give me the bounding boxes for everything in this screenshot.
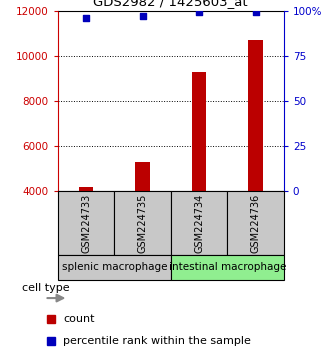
Bar [192,72,206,191]
Bar [79,187,93,191]
Bar [171,191,227,255]
Point [140,13,145,19]
Bar [248,40,263,191]
Bar [58,255,171,280]
Text: percentile rank within the sample: percentile rank within the sample [63,336,251,346]
Bar [171,255,284,280]
Text: GSM224735: GSM224735 [138,193,148,253]
Text: splenic macrophage: splenic macrophage [61,262,167,272]
Text: GSM224736: GSM224736 [250,193,261,253]
Text: GSM224734: GSM224734 [194,193,204,253]
Title: GDS2982 / 1425603_at: GDS2982 / 1425603_at [93,0,248,8]
Text: count: count [63,314,95,325]
Bar [135,162,149,191]
Text: intestinal macrophage: intestinal macrophage [169,262,286,272]
Text: GSM224733: GSM224733 [81,193,91,253]
Text: cell type: cell type [22,282,70,293]
Bar [114,191,171,255]
Point [83,15,89,21]
Point [253,10,258,15]
Bar [58,191,114,255]
Point [196,10,202,15]
Bar [227,191,284,255]
